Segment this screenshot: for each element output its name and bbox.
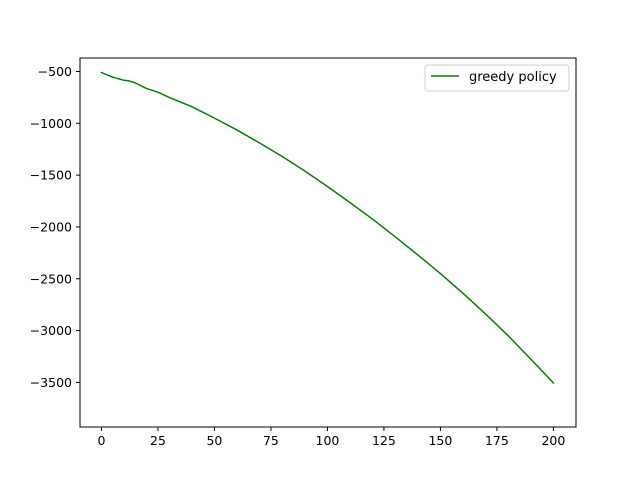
x-tick-label: 150 bbox=[428, 433, 452, 448]
y-tick-label: −2500 bbox=[30, 271, 72, 286]
y-tick-label: −3000 bbox=[30, 323, 72, 338]
legend: greedy policy bbox=[424, 64, 570, 92]
x-axis-ticks: 0 25 50 75 100 125 150 175 200 bbox=[97, 427, 565, 448]
x-tick-label: 50 bbox=[206, 433, 222, 448]
x-tick-label: 125 bbox=[372, 433, 396, 448]
x-tick-label: 0 bbox=[97, 433, 105, 448]
series-line bbox=[100, 71, 555, 385]
legend-box bbox=[424, 64, 570, 92]
y-tick-label: −1000 bbox=[30, 116, 72, 131]
x-tick-label: 75 bbox=[263, 433, 279, 448]
y-axis-ticks: −500 −1000 −1500 −2000 −2500 −3000 −3500 bbox=[30, 64, 80, 390]
plot-frame bbox=[79, 57, 577, 428]
x-tick-label: 25 bbox=[150, 433, 166, 448]
x-tick-label: 175 bbox=[485, 433, 509, 448]
y-tick-label: −3500 bbox=[30, 375, 72, 390]
y-tick-label: −2000 bbox=[30, 219, 72, 234]
y-tick-label: −500 bbox=[38, 64, 72, 79]
y-tick-label: −1500 bbox=[30, 168, 72, 183]
plot-area bbox=[80, 58, 576, 427]
x-tick-label: 200 bbox=[541, 433, 565, 448]
legend-label: greedy policy bbox=[469, 70, 557, 85]
series-layer bbox=[100, 71, 555, 385]
x-tick-label: 100 bbox=[316, 433, 340, 448]
